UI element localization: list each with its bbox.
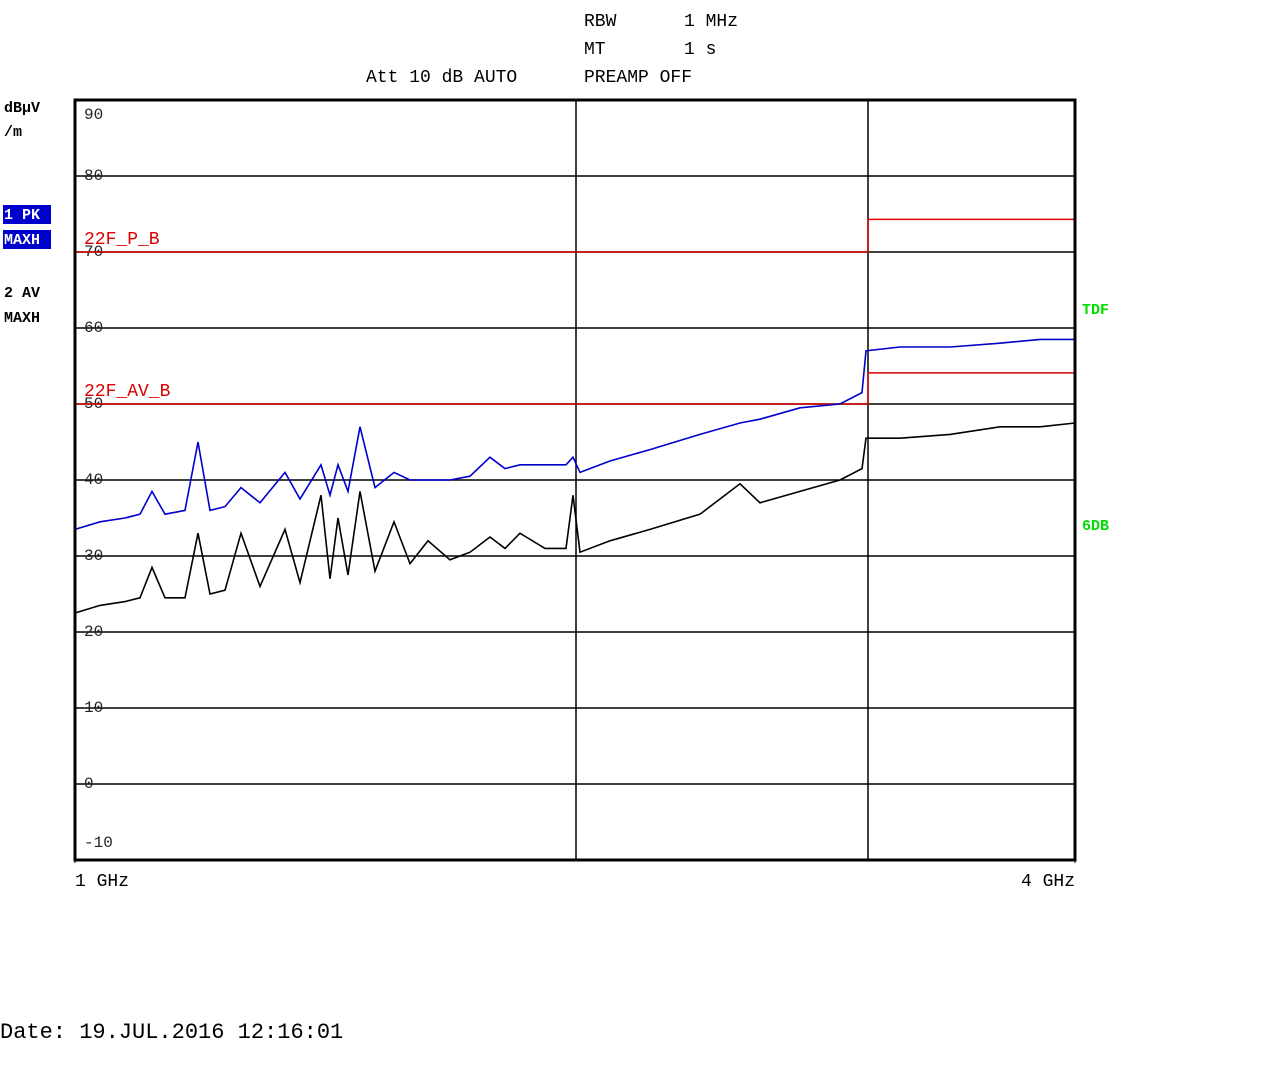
side-label: TDF [1082, 302, 1109, 319]
mt-label: MT [584, 40, 606, 60]
limit-line [75, 218, 1075, 253]
plot-frame [73, 98, 1077, 862]
trace-label-bg [3, 205, 51, 224]
rbw-value: 1 MHz [684, 12, 738, 32]
limit-line [75, 372, 1075, 405]
y-tick-label: 80 [84, 167, 103, 185]
y-tick-label: 30 [84, 547, 103, 565]
y-unit: /m [4, 124, 22, 141]
legend-detector: MAXH [4, 232, 40, 249]
trace [74, 422, 1076, 614]
mt-value: 1 s [684, 40, 716, 60]
attenuation: Att 10 dB AUTO [366, 68, 517, 88]
rbw-label: RBW [584, 12, 617, 32]
date: Date: 19.JUL.2016 12:16:01 [0, 1020, 343, 1045]
y-tick-label: 60 [84, 319, 103, 337]
y-unit: dBµV [4, 100, 40, 117]
trace [74, 338, 1075, 531]
y-tick-label: 0 [84, 775, 94, 793]
legend-detector: MAXH [4, 310, 40, 327]
limit-label: 22F_P_B [84, 230, 160, 250]
legend-entry: 2 AV [4, 285, 40, 302]
y-tick-label: 40 [84, 471, 103, 489]
y-tick-label: 20 [84, 623, 103, 641]
side-label: 6DB [1082, 518, 1109, 535]
trace-label-bg [3, 230, 51, 249]
limit-label: 22F_AV_B [84, 382, 171, 402]
x-tick-label: 1 GHz [75, 872, 129, 892]
x-tick-label: 4 GHz [1021, 872, 1075, 892]
preamp: PREAMP OFF [584, 68, 692, 88]
y-tick-label: 10 [84, 699, 103, 717]
y-tick-label: -10 [84, 834, 113, 852]
y-tick-label: 90 [84, 106, 103, 124]
legend-entry: 1 PK [4, 207, 40, 224]
